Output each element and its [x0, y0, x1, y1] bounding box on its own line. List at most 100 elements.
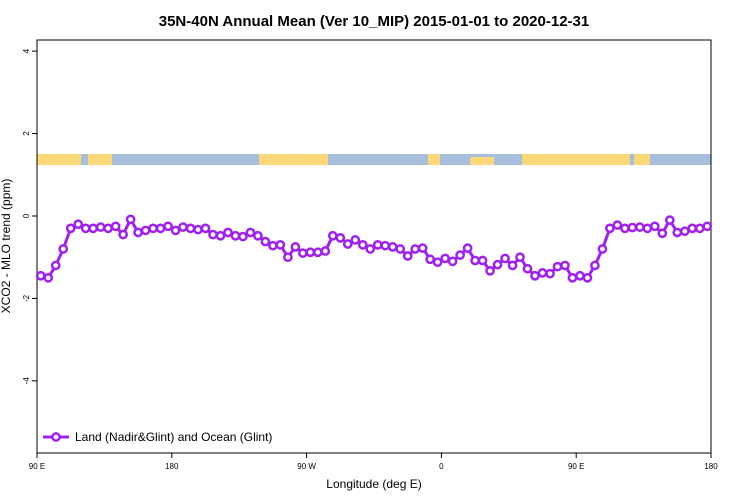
data-point [627, 222, 638, 233]
data-point [694, 223, 705, 234]
data-point [268, 240, 278, 251]
data-point [545, 268, 555, 279]
data-point [679, 226, 690, 237]
data-point [95, 222, 106, 232]
data-point [425, 254, 436, 265]
data-point [170, 225, 181, 236]
data-point [200, 223, 211, 234]
land-ocean-strip [37, 154, 711, 165]
data-point [410, 244, 421, 254]
data-point [215, 230, 226, 241]
data-point [140, 225, 151, 236]
data-point [470, 255, 480, 266]
data-point [103, 223, 113, 234]
data-point [507, 260, 518, 271]
data-point [612, 220, 623, 230]
data-point [537, 268, 548, 278]
data-point [335, 232, 346, 243]
data-point [447, 256, 458, 267]
data-point [253, 230, 263, 241]
data-point [575, 270, 585, 281]
data-point [110, 221, 121, 232]
data-point [163, 221, 173, 232]
y-tick-label: -2 [22, 294, 31, 302]
land-band [470, 157, 494, 165]
y-tick-label: 0 [22, 213, 31, 218]
data-point [298, 248, 308, 258]
data-point [357, 240, 368, 250]
data-point [65, 223, 76, 234]
legend-label: Land (Nadir&Glint) and Ocean (Glint) [75, 430, 272, 444]
data-point [58, 244, 69, 254]
data-point [118, 229, 128, 240]
plot-frame [36, 39, 712, 454]
data-point [560, 260, 570, 271]
data-point [567, 272, 578, 283]
data-point [440, 253, 450, 264]
data-point [283, 252, 293, 263]
data-point [208, 229, 218, 240]
data-point [395, 244, 406, 254]
data-point [605, 223, 615, 234]
data-point [320, 246, 331, 256]
y-tick-label: 2 [22, 131, 31, 136]
data-point [223, 227, 233, 238]
data-point [642, 223, 653, 234]
data-point [73, 219, 84, 230]
data-point [155, 223, 166, 234]
x-tick-label: 90 W [297, 462, 316, 471]
data-point [372, 240, 383, 250]
data-point [238, 231, 248, 242]
data-point [417, 243, 428, 253]
data-point [485, 265, 495, 276]
x-tick-label: 90 E [29, 462, 45, 471]
land-band [634, 154, 650, 165]
data-point [260, 236, 271, 247]
chart-title: 35N-40N Annual Mean (Ver 10_MIP) 2015-01… [159, 13, 589, 30]
data-point [50, 260, 61, 271]
data-point [552, 261, 563, 272]
data-point [35, 270, 46, 281]
y-tick-label: 4 [22, 48, 31, 53]
data-point [245, 227, 256, 238]
data-point [590, 260, 600, 271]
y-tick-label: -4 [22, 377, 31, 385]
data-point [500, 253, 510, 264]
x-tick-label: 0 [439, 462, 444, 471]
land-band [428, 154, 440, 165]
data-point [148, 223, 158, 234]
data-point [125, 214, 136, 225]
land-band [88, 154, 112, 165]
data-point [649, 221, 660, 232]
data-point [522, 263, 533, 274]
data-point [635, 222, 645, 232]
data-point [657, 228, 668, 239]
data-point [597, 244, 608, 254]
x-tick-label: 180 [704, 462, 718, 471]
data-point [185, 223, 196, 234]
data-point [620, 223, 630, 234]
data-point [88, 223, 99, 234]
ocean-band [37, 154, 711, 165]
land-band [259, 154, 328, 165]
data-point [327, 230, 338, 241]
data-point [365, 244, 376, 254]
x-tick-label: 90 E [568, 462, 584, 471]
data-point [380, 240, 391, 251]
data-point [664, 215, 675, 225]
x-tick-label: 180 [165, 462, 179, 471]
land-band [522, 154, 630, 165]
data-point [687, 223, 698, 234]
data-point [230, 230, 241, 241]
land-band [37, 154, 81, 165]
data-point [387, 242, 398, 252]
legend-marker [51, 432, 61, 442]
data-point [432, 257, 443, 268]
data-point [305, 247, 316, 258]
data-point [342, 239, 353, 249]
data-point [178, 222, 188, 232]
x-axis-label: Longitude (deg E) [326, 477, 421, 491]
data-point [477, 255, 488, 266]
data-point [193, 224, 203, 235]
